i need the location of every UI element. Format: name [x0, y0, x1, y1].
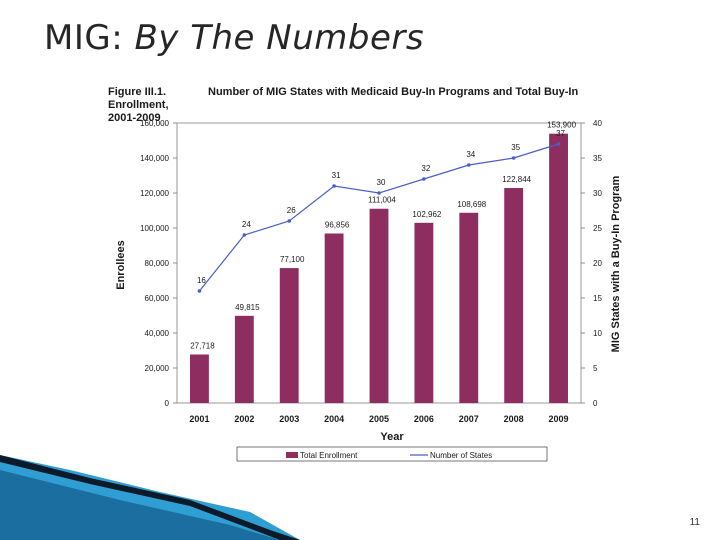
bar-2007 [459, 212, 479, 403]
x-tick-label: 2001 [189, 414, 209, 424]
page-number: 11 [689, 517, 700, 528]
decor-swoosh-mid [0, 470, 280, 540]
y2-tick-label: 20 [593, 259, 602, 268]
bar-label-2002: 49,815 [235, 303, 260, 312]
line-label-2008: 35 [511, 143, 520, 152]
x-axis-title: Year [380, 431, 404, 443]
y-tick-label: 0 [165, 399, 170, 408]
y-tick-label: 140,000 [140, 154, 169, 163]
y2-tick-label: 0 [593, 399, 598, 408]
line-label-2001: 16 [197, 276, 206, 285]
y-tick-label: 120,000 [140, 189, 169, 198]
bar-2003 [279, 268, 299, 403]
bar-2002 [234, 315, 254, 403]
y-axis-title: Enrollees [115, 240, 127, 290]
line-label-2003: 26 [287, 206, 296, 215]
bar-label-2003: 77,100 [280, 255, 305, 264]
y-tick-label: 160,000 [140, 119, 169, 128]
legend-swatch-total-enrollment [286, 452, 298, 458]
bar-label-2009: 153,900 [547, 121, 576, 130]
slide-title-emphasis: By The Numbers [134, 18, 425, 58]
line-label-2005: 30 [377, 178, 386, 187]
bar-label-2008: 122,844 [502, 175, 531, 184]
y2-tick-label: 15 [593, 294, 602, 303]
line-point-2004 [332, 184, 336, 188]
bar-label-2007: 108,698 [457, 200, 486, 209]
figure-caption: Figure III.1. Number of MIG States with M… [108, 86, 638, 125]
bar-2004 [324, 233, 344, 403]
line-label-2002: 24 [242, 220, 251, 229]
chart-title: Number of MIG States with Medicaid Buy-I… [108, 86, 579, 111]
y-tick-label: 60,000 [145, 294, 170, 303]
line-label-2009: 37 [556, 129, 565, 138]
x-tick-label: 2008 [504, 414, 524, 424]
slide-title: MIG: By The Numbers [44, 18, 424, 58]
bar-2001 [190, 354, 209, 403]
bar-2008 [504, 188, 524, 403]
y-tick-label: 20,000 [145, 364, 170, 373]
x-tick-label: 2004 [324, 414, 344, 424]
y-tick-label: 40,000 [145, 329, 170, 338]
legend-label-number-of-states: Number of States [430, 451, 492, 460]
y2-tick-label: 5 [593, 364, 598, 373]
chart-title-line2: 2001-2009 [108, 112, 161, 124]
x-tick-label: 2007 [459, 414, 479, 424]
bar-label-2005: 111,004 [368, 196, 396, 205]
line-label-2007: 34 [466, 150, 475, 159]
bar-2005 [369, 208, 389, 403]
y2-tick-label: 25 [593, 224, 602, 233]
line-label-2004: 31 [332, 171, 341, 180]
figure-label: Figure III.1. [108, 86, 167, 98]
x-tick-label: 2009 [549, 414, 569, 424]
line-point-2002 [242, 233, 247, 237]
decor-swoosh-dark [0, 455, 300, 540]
line-point-2009 [556, 142, 561, 146]
y-tick-label: 80,000 [145, 259, 170, 268]
x-tick-label: 2006 [414, 414, 434, 424]
bar-2006 [414, 222, 434, 403]
line-point-2003 [287, 219, 292, 223]
y2-tick-label: 10 [593, 329, 602, 338]
line-point-2006 [422, 177, 426, 181]
y2-tick-label: 35 [593, 154, 602, 163]
y2-axis-title: MIG States with a Buy-In Program [610, 175, 622, 352]
y-tick-label: 100,000 [140, 224, 169, 233]
x-tick-label: 2002 [234, 414, 254, 424]
chart-legend: Total Enrollment Number of States [236, 446, 548, 462]
line-point-2008 [511, 156, 516, 160]
bar-2009 [549, 133, 568, 404]
line-point-2001 [197, 289, 202, 293]
bar-label-2001: 27,718 [190, 341, 215, 350]
legend-frame [236, 446, 548, 462]
bar-label-2006: 102,962 [412, 210, 441, 219]
line-label-2006: 32 [421, 164, 430, 173]
line-point-2007 [466, 163, 471, 167]
x-tick-label: 2003 [279, 414, 299, 424]
y2-tick-label: 40 [593, 119, 602, 128]
y2-tick-label: 30 [593, 189, 602, 198]
bar-label-2004: 96,856 [325, 221, 350, 230]
slide-title-prefix: MIG: [44, 18, 124, 58]
legend-label-total-enrollment: Total Enrollment [300, 451, 358, 460]
x-tick-label: 2005 [369, 414, 389, 424]
line-point-2005 [377, 191, 381, 195]
